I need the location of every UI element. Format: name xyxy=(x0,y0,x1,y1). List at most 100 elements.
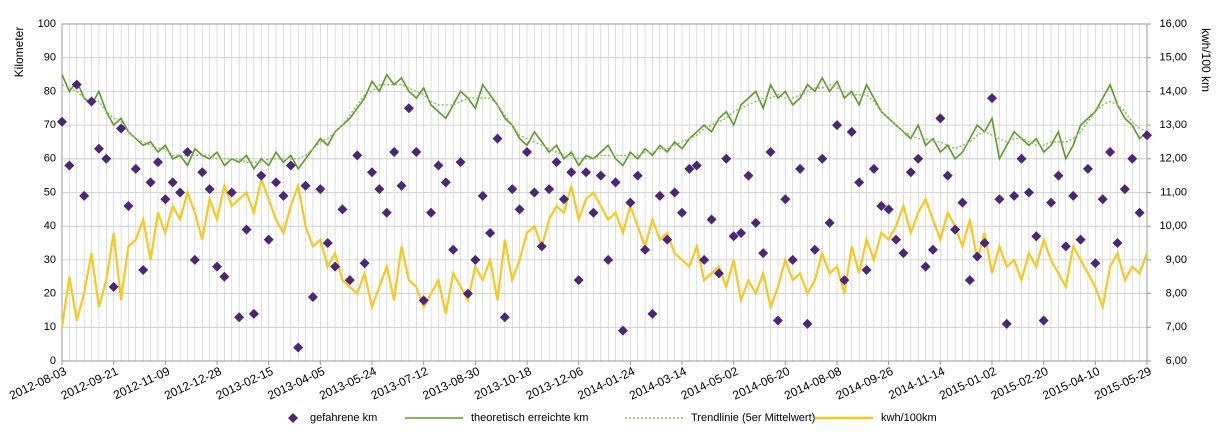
x-tick-label: 2012-09-21 xyxy=(59,364,121,403)
scatter-point xyxy=(536,241,547,252)
y-tick-label: 10 xyxy=(44,321,56,333)
y-tick-label: 40 xyxy=(44,220,56,232)
y2-axis-label: kwh/100 km xyxy=(1199,28,1213,92)
scatter-point xyxy=(558,194,569,205)
x-tick-label: 2013-07-12 xyxy=(369,364,431,403)
scatter-point xyxy=(765,147,776,158)
x-tick-label: 2014-09-26 xyxy=(834,364,896,403)
scatter-point xyxy=(713,268,724,279)
scatter-point xyxy=(182,147,193,158)
scatter-point xyxy=(189,254,200,265)
scatter-point xyxy=(603,254,614,265)
scatter-point xyxy=(315,184,326,195)
scatter-point xyxy=(226,187,237,198)
series-line xyxy=(60,175,1149,328)
scatter-point xyxy=(566,167,577,178)
scatter-point xyxy=(640,244,651,255)
scatter-point xyxy=(499,312,510,323)
scatter-point xyxy=(935,113,946,124)
scatter-point xyxy=(396,180,407,191)
scatter-point xyxy=(352,150,363,161)
legend-marker xyxy=(288,413,298,423)
scatter-point xyxy=(300,180,311,191)
scatter-point xyxy=(780,194,791,205)
scatter-point xyxy=(152,157,163,168)
legend-label: kwh/100km xyxy=(881,412,937,424)
scatter-point xyxy=(271,177,282,188)
scatter-point xyxy=(824,217,835,228)
scatter-point xyxy=(123,200,134,211)
scatter-point xyxy=(426,207,437,218)
y-tick-label: 20 xyxy=(44,288,56,300)
x-tick-label: 2014-01-24 xyxy=(575,364,637,403)
x-tick-label: 2015-02-20 xyxy=(989,364,1051,403)
y-tick-label: 30 xyxy=(44,254,56,266)
x-tick-label: 2013-08-30 xyxy=(420,364,482,403)
scatter-point xyxy=(116,123,127,134)
scatter-point xyxy=(1112,238,1123,249)
scatter-point xyxy=(160,194,171,205)
scatter-point xyxy=(610,177,621,188)
scatter-point xyxy=(617,325,628,336)
x-tick-label: 2015-05-29 xyxy=(1092,364,1154,403)
scatter-point xyxy=(64,160,75,171)
scatter-point xyxy=(101,153,112,164)
scatter-point xyxy=(891,234,902,245)
trend-line xyxy=(61,83,1148,163)
scatter-point xyxy=(108,281,119,292)
scatter-point xyxy=(440,177,451,188)
scatter-point xyxy=(662,234,673,245)
scatter-point xyxy=(728,231,739,242)
y-tick-label: 70 xyxy=(44,119,56,131)
scatter-point xyxy=(758,248,769,259)
y2-tick-label: 8,00 xyxy=(1166,288,1187,300)
scatter-point xyxy=(861,265,872,276)
scatter-point xyxy=(175,187,186,198)
x-tick-label: 2013-05-24 xyxy=(317,364,379,403)
scatter-point xyxy=(278,190,289,201)
scatter-point xyxy=(71,79,82,90)
series-line xyxy=(61,72,1148,171)
scatter-point xyxy=(1090,258,1101,269)
scatter-point xyxy=(145,177,156,188)
x-tick-label: 2014-05-02 xyxy=(679,364,741,403)
scatter-point xyxy=(507,184,518,195)
scatter-point xyxy=(868,163,879,174)
scatter-point xyxy=(248,308,259,319)
scatter-point xyxy=(1060,241,1071,252)
scatter-point xyxy=(979,238,990,249)
scatter-point xyxy=(691,160,702,171)
scatter-point xyxy=(964,275,975,286)
scatter-point xyxy=(876,200,887,211)
scatter-point xyxy=(1053,170,1064,181)
scatter-point xyxy=(1009,190,1020,201)
scatter-point xyxy=(817,153,828,164)
y2-tick-label: 9,00 xyxy=(1166,254,1187,266)
x-tick-label: 2014-08-08 xyxy=(782,364,844,403)
scatter-point xyxy=(573,275,584,286)
scatter-point xyxy=(514,204,525,215)
scatter-point xyxy=(905,167,916,178)
scatter-point xyxy=(581,167,592,178)
x-tick-label: 2015-01-02 xyxy=(937,364,999,403)
scatter-point xyxy=(411,147,422,158)
scatter-point xyxy=(809,244,820,255)
y2-tick-label: 15,00 xyxy=(1159,52,1187,64)
scatter-point xyxy=(1119,184,1130,195)
y2-tick-label: 10,00 xyxy=(1159,220,1187,232)
scatter-point xyxy=(883,204,894,215)
scatter-point xyxy=(359,258,370,269)
y-tick-label: 90 xyxy=(44,52,56,64)
scatter-point xyxy=(1075,234,1086,245)
legend-label: theoretisch erreichte km xyxy=(471,412,588,424)
scatter-point xyxy=(307,291,318,302)
x-tick-label: 2013-02-15 xyxy=(214,364,276,403)
scatter-point xyxy=(167,177,178,188)
x-tick-label: 2014-11-14 xyxy=(886,364,947,402)
y-tick-label: 100 xyxy=(38,18,56,30)
y2-tick-label: 13,00 xyxy=(1159,119,1187,131)
scatter-point xyxy=(972,251,983,262)
scatter-point xyxy=(832,120,842,131)
